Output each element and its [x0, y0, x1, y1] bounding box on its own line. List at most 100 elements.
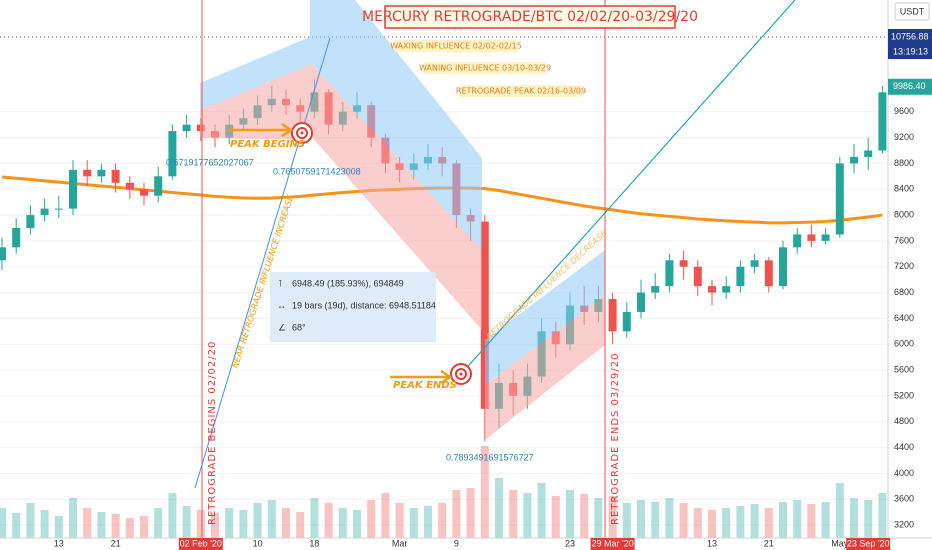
candle-body	[793, 234, 802, 248]
candle-body	[850, 156, 858, 164]
channel-fill	[200, 65, 310, 140]
volume-bar	[282, 508, 290, 538]
candle-body	[878, 92, 887, 151]
volume-bar	[211, 513, 219, 538]
volume-bar	[523, 493, 532, 538]
measure-icon: ∠	[278, 322, 286, 332]
volume-bar	[324, 503, 333, 538]
title-box	[384, 5, 676, 29]
volume-bar	[154, 508, 163, 538]
countdown-badge	[888, 45, 932, 60]
candle-body	[835, 163, 844, 235]
fib-label: 0.6719177652027067	[166, 157, 254, 167]
candle-body	[750, 260, 759, 267]
volume-bar	[864, 500, 873, 538]
y-tick-label: 9600	[894, 106, 914, 116]
annotation: PEAK ENDS	[393, 380, 457, 391]
volume-bar	[750, 504, 759, 538]
volume-bar	[736, 506, 745, 538]
candle-body	[622, 311, 631, 332]
volume-bar	[850, 498, 858, 538]
candle-body	[83, 169, 92, 177]
y-tick-label: 5600	[894, 364, 914, 374]
volume-bar	[438, 503, 447, 538]
volume-bar	[821, 502, 830, 538]
volume-bar	[480, 446, 489, 538]
x-tick-label: 9	[454, 538, 459, 548]
volume-bar	[651, 502, 660, 538]
volume-bar	[182, 506, 191, 538]
volume-bar	[168, 493, 177, 538]
y-tick-label: 8800	[894, 158, 914, 168]
measure-box	[270, 272, 436, 342]
measure-text: 68°	[292, 322, 306, 332]
volume-bar	[395, 503, 404, 538]
currency[interactable]: USDT	[900, 6, 925, 16]
candle-body	[480, 221, 489, 409]
candle-body	[97, 169, 106, 177]
volume-bar	[722, 508, 731, 538]
price-badge-label: 9986.40	[893, 81, 926, 91]
volume-bar	[125, 518, 134, 538]
y-tick-label: 8000	[894, 209, 914, 219]
measure-icon: ↔	[277, 300, 286, 310]
annotation: RETROGRADE PEAK 02/16-03/09	[456, 87, 586, 96]
volume-bar	[580, 494, 589, 538]
fib-label: 0.7650759171423008	[273, 166, 361, 176]
currency-box[interactable]	[894, 2, 930, 21]
channel-fill	[485, 250, 605, 385]
volume-bar	[878, 493, 887, 538]
volume-bar	[40, 510, 49, 538]
drawings	[194, 0, 796, 538]
y-tick-label: 7200	[894, 261, 914, 271]
trend-line	[461, 0, 796, 374]
x-tick-label: 18	[309, 538, 319, 548]
volume-bar	[466, 488, 475, 538]
x-tick-label: 10	[253, 538, 263, 548]
candle-body	[69, 169, 77, 209]
channel-fill	[485, 295, 605, 440]
candle-body	[764, 260, 773, 287]
volume-bar	[452, 490, 461, 538]
measure-icon: ⊺	[278, 278, 283, 288]
volume-bar	[409, 508, 418, 538]
candle-body	[168, 131, 177, 177]
volume-bar	[835, 483, 844, 538]
volume-bar	[97, 512, 106, 538]
candle-body	[111, 169, 120, 183]
candle-body	[807, 234, 816, 241]
volume-bar	[239, 510, 248, 538]
volume-bar	[424, 506, 432, 538]
volume-bar	[69, 498, 77, 538]
label-box	[424, 62, 546, 74]
channel-fill	[310, 62, 482, 330]
volume-bar	[367, 500, 376, 538]
candle-body	[679, 260, 688, 267]
volume-bar	[83, 508, 92, 538]
volume-bar	[338, 508, 347, 538]
volume-bar	[353, 510, 361, 538]
y-tick-label: 7600	[894, 235, 914, 245]
volume-bar	[594, 498, 603, 538]
fib-label: 0.7893491691576727	[446, 452, 534, 462]
measure-text: 6948.49 (185.93%), 694849	[292, 278, 404, 288]
candle-body	[651, 286, 660, 293]
volume-bar	[551, 496, 560, 538]
candle-body	[26, 215, 35, 228]
volume-bar	[296, 512, 305, 538]
volume-bar	[26, 503, 35, 538]
volume-bar	[140, 516, 148, 538]
volume-bar	[12, 513, 21, 538]
annotation: WAXING INFLUENCE 02/02-02/15	[390, 42, 522, 51]
x-tick-label: 13	[707, 538, 717, 548]
annotation: RETROGRADE BEGINS 02/02/20	[207, 341, 218, 525]
countdown: 13:19:13	[893, 46, 928, 56]
candle-body	[665, 260, 674, 287]
volume-bar	[622, 503, 631, 538]
candle-body	[125, 182, 134, 190]
candle-body	[182, 124, 191, 132]
volume-bar	[509, 490, 518, 538]
annotation: WANING INFLUENCE 03/10-03/29	[419, 64, 551, 73]
annotation: RETROGRADE ENDS 03/29/20	[610, 353, 621, 525]
volume-bar	[196, 510, 205, 538]
